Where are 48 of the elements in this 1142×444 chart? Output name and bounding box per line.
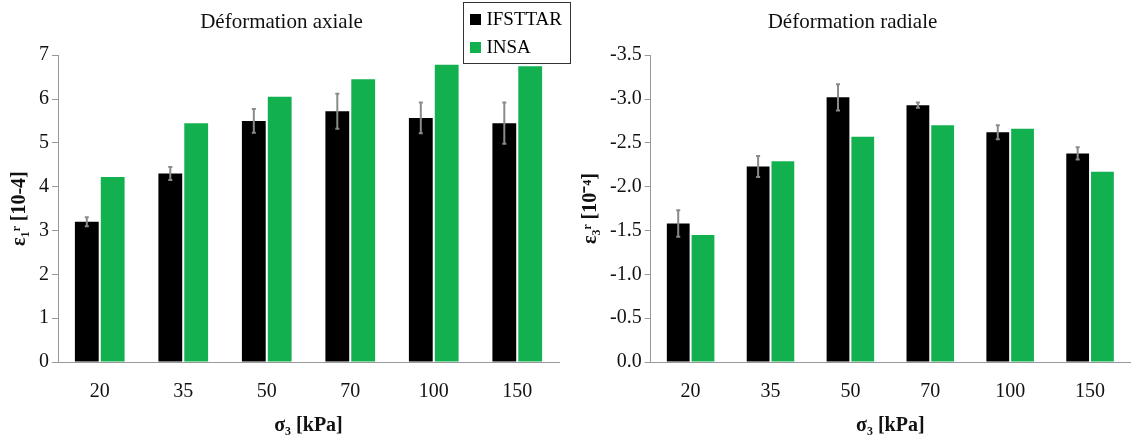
y-tick-label: -2.5 <box>609 130 642 153</box>
y-tick-label: 2 <box>39 261 49 284</box>
y-tick-label: -3.5 <box>609 42 642 65</box>
bar <box>100 177 125 362</box>
bar <box>241 120 266 362</box>
bar <box>267 96 292 362</box>
x-tick-label: 150 <box>1075 379 1106 402</box>
bar <box>518 66 543 362</box>
x-tick-label: 70 <box>920 379 941 402</box>
y-tick-label: -0.5 <box>609 305 642 328</box>
x-tick-label: 20 <box>89 379 110 402</box>
chart-title: Déformation radiale <box>767 9 938 34</box>
bar <box>325 111 350 362</box>
legend-label: IFSTTAR <box>486 7 562 31</box>
y-axis-title: ε₁ʳ [10-4] <box>7 171 30 246</box>
y-axis-title: ε₃ʳ [10⁻⁴] <box>578 173 601 245</box>
y-tick-label: 0 <box>39 349 49 372</box>
y-tick-label: -2.0 <box>609 173 642 196</box>
bar <box>351 79 376 362</box>
y-tick-label: 4 <box>39 173 49 196</box>
legend-label: INSA <box>486 35 531 59</box>
bar <box>74 221 99 362</box>
y-tick-label: 7 <box>39 42 49 65</box>
x-tick-label: 150 <box>502 379 533 402</box>
y-tick-label: 3 <box>39 217 49 240</box>
x-tick-label: 70 <box>340 379 361 402</box>
x-tick-label: 20 <box>680 379 701 402</box>
y-tick-label: -1.0 <box>609 261 642 284</box>
bar <box>408 117 433 362</box>
bar <box>492 123 517 362</box>
x-tick-label: 100 <box>418 379 449 402</box>
x-tick-label: 100 <box>995 379 1026 402</box>
chart-title: Déformation axiale <box>200 9 363 34</box>
y-tick-label: -3.0 <box>609 86 642 109</box>
y-tick-label: 0.0 <box>616 349 642 372</box>
bar <box>184 123 209 362</box>
x-tick-label: 50 <box>840 379 861 402</box>
y-tick-label: 6 <box>39 86 49 109</box>
x-tick-label: 35 <box>760 379 781 402</box>
y-tick-label: 5 <box>39 130 49 153</box>
x-tick-label: 50 <box>256 379 277 402</box>
bar <box>158 173 183 362</box>
x-axis-title: σ₃ [kPa] <box>274 413 343 436</box>
x-axis-title: σ₃ [kPa] <box>856 413 925 436</box>
y-tick-label: -1.5 <box>609 217 642 240</box>
y-tick-label: 1 <box>39 305 49 328</box>
bar <box>434 64 459 362</box>
x-tick-label: 35 <box>173 379 194 402</box>
